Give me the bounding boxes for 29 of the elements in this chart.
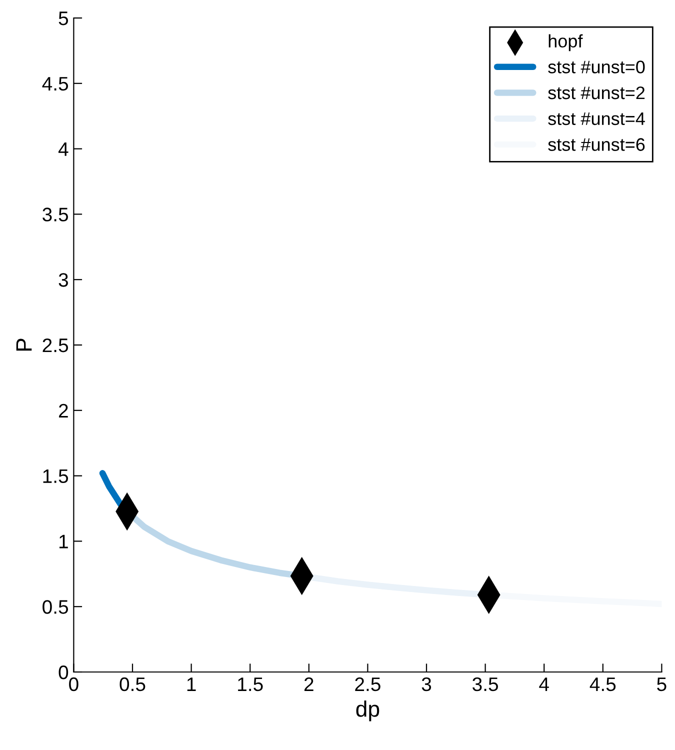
x-tick-label: 2	[304, 677, 314, 691]
legend-label: hopf	[548, 34, 583, 52]
y-tick-label: 1	[60, 534, 68, 548]
y-tick-label: 2	[59, 404, 68, 418]
x-tick-label: 4.5	[590, 678, 616, 692]
y-axis-title: P	[16, 338, 32, 351]
y-tick-label: 3.5	[42, 208, 68, 222]
x-tick-label: 5	[657, 678, 666, 692]
y-tick-label: 5	[58, 12, 68, 26]
y-tick-label: 4	[58, 142, 68, 156]
x-tick-label: 3	[422, 677, 432, 692]
y-tick-label: 2.5	[42, 338, 68, 352]
x-tick-label: 3.5	[472, 677, 498, 692]
x-tick-label: 2.5	[355, 677, 380, 692]
legend-label: stst #unst=0	[548, 60, 645, 74]
x-tick-label: 0.5	[120, 677, 146, 692]
y-tick-label: 4.5	[42, 77, 68, 91]
x-tick-label: 4	[539, 678, 549, 691]
x-tick-label: 0	[69, 677, 78, 692]
x-axis-title: dp	[356, 700, 380, 722]
legend-label: stst #unst=2	[548, 86, 645, 100]
legend-label: stst #unst=6	[548, 138, 645, 151]
x-tick-label: 1.5	[238, 678, 263, 692]
x-tick-label: 1	[187, 678, 196, 691]
legend-label: stst #unst=4	[548, 112, 645, 126]
y-tick-label: 0.5	[42, 600, 68, 614]
y-tick-label: 0	[58, 665, 68, 680]
y-tick-label: 3	[58, 273, 68, 287]
y-tick-label: 1.5	[43, 469, 68, 484]
